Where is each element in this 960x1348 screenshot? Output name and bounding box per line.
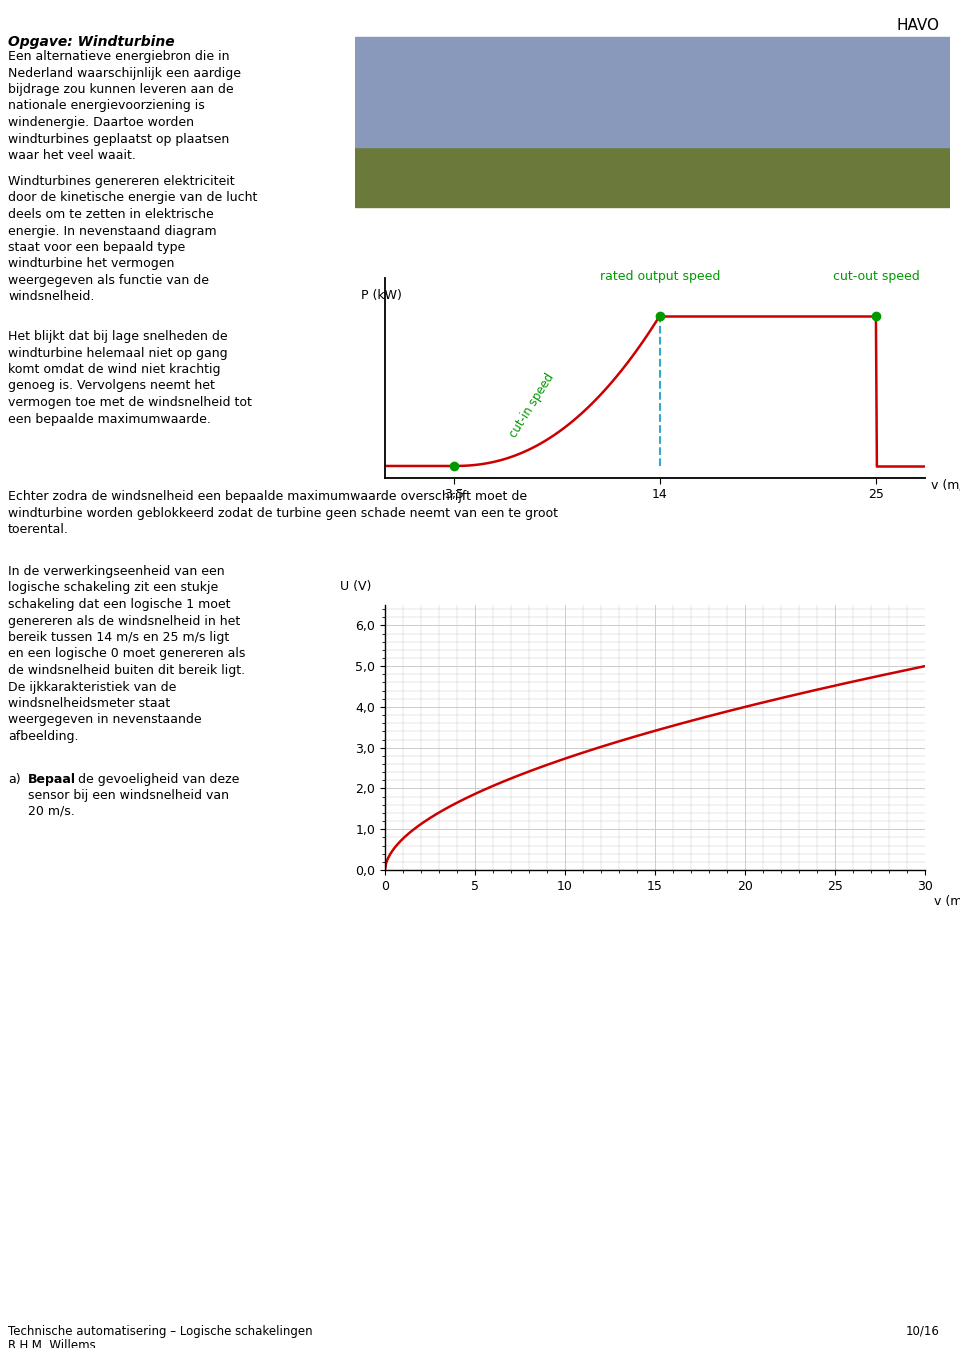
Text: cut-in speed: cut-in speed — [507, 371, 557, 441]
Text: a): a) — [8, 772, 20, 786]
Text: R.H.M. Willems: R.H.M. Willems — [8, 1339, 96, 1348]
Text: Het blijkt dat bij lage snelheden de
windturbine helemaal niet op gang
komt omda: Het blijkt dat bij lage snelheden de win… — [8, 330, 252, 426]
Text: Opgave: Windturbine: Opgave: Windturbine — [8, 35, 175, 49]
Text: v (m/s): v (m/s) — [934, 895, 960, 907]
Text: U (V): U (V) — [340, 580, 372, 593]
Text: Een alternatieve energiebron die in
Nederland waarschijnlijk een aardige
bijdrag: Een alternatieve energiebron die in Nede… — [8, 50, 241, 162]
Text: rated output speed: rated output speed — [600, 270, 720, 283]
Text: Technische automatisering – Logische schakelingen: Technische automatisering – Logische sch… — [8, 1325, 313, 1339]
Text: Bepaal: Bepaal — [28, 772, 76, 786]
Text: 10/16: 10/16 — [906, 1325, 940, 1339]
Bar — [355, 36, 950, 147]
Text: v (m/s): v (m/s) — [931, 479, 960, 491]
Text: de gevoeligheid van deze: de gevoeligheid van deze — [78, 772, 239, 786]
Text: P (kW): P (kW) — [361, 288, 402, 302]
Text: cut-out speed: cut-out speed — [832, 270, 920, 283]
Text: In de verwerkingseenheid van een
logische schakeling zit een stukje
schakeling d: In de verwerkingseenheid van een logisch… — [8, 565, 246, 743]
Bar — [355, 147, 950, 206]
Text: Echter zodra de windsnelheid een bepaalde maximumwaarde overschrijft moet de
win: Echter zodra de windsnelheid een bepaald… — [8, 491, 558, 537]
Text: HAVO: HAVO — [897, 18, 940, 32]
Text: sensor bij een windsnelheid van: sensor bij een windsnelheid van — [28, 789, 229, 802]
Text: 20 m/s.: 20 m/s. — [28, 805, 75, 818]
Text: Windturbines genereren elektriciteit
door de kinetische energie van de lucht
dee: Windturbines genereren elektriciteit doo… — [8, 175, 257, 303]
